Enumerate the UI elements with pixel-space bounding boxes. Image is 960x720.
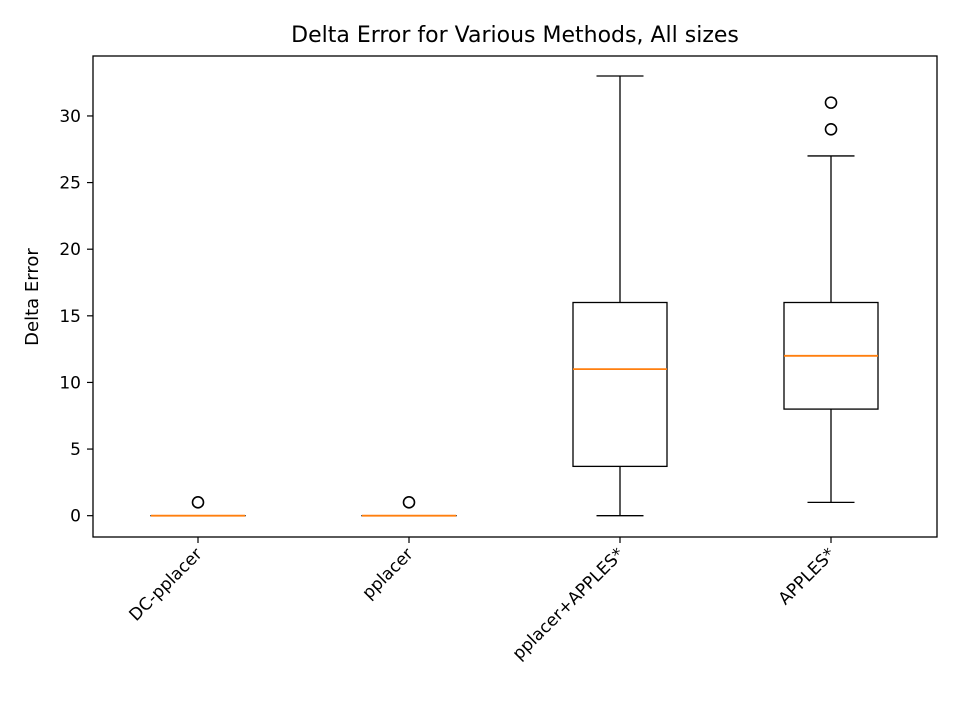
y-tick-label: 30 [59, 107, 81, 127]
box-group [783, 96, 879, 504]
x-tick-label: APPLES* [775, 544, 840, 609]
y-tick-label: 0 [70, 507, 81, 527]
y-axis-label: Delta Error [22, 248, 43, 346]
x-axis: DC-pplacer pplacer pplacer+APPLES* APPLES* [125, 537, 840, 664]
y-tick-label: 15 [59, 307, 81, 327]
x-tick-label: DC-pplacer [125, 544, 206, 625]
x-tick-label: pplacer [358, 544, 417, 603]
box-iqr [572, 301, 668, 468]
outlier-point [402, 496, 416, 509]
outlier-point [824, 122, 838, 136]
y-axis: 0 5 10 15 20 25 30 [59, 107, 93, 527]
outlier-point [824, 96, 838, 109]
box-group [150, 496, 246, 517]
box-group [572, 75, 668, 517]
chart-title: Delta Error for Various Methods, All siz… [291, 23, 739, 48]
y-tick-label: 20 [59, 240, 81, 260]
x-tick-label: pplacer+APPLES* [509, 544, 629, 664]
outlier-point [191, 496, 205, 509]
plot-area-frame [92, 55, 938, 538]
box-series [150, 75, 879, 517]
y-tick-label: 5 [70, 440, 81, 460]
y-tick-label: 25 [59, 174, 81, 194]
y-tick-label: 10 [59, 373, 81, 393]
box-group [361, 496, 457, 517]
